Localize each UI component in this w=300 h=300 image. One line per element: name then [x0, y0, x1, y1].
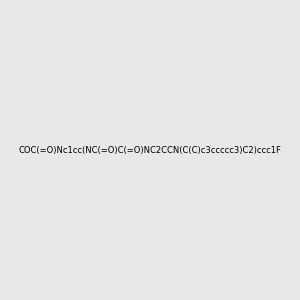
Text: COC(=O)Nc1cc(NC(=O)C(=O)NC2CCN(C(C)c3ccccc3)C2)ccc1F: COC(=O)Nc1cc(NC(=O)C(=O)NC2CCN(C(C)c3ccc…: [19, 146, 281, 154]
